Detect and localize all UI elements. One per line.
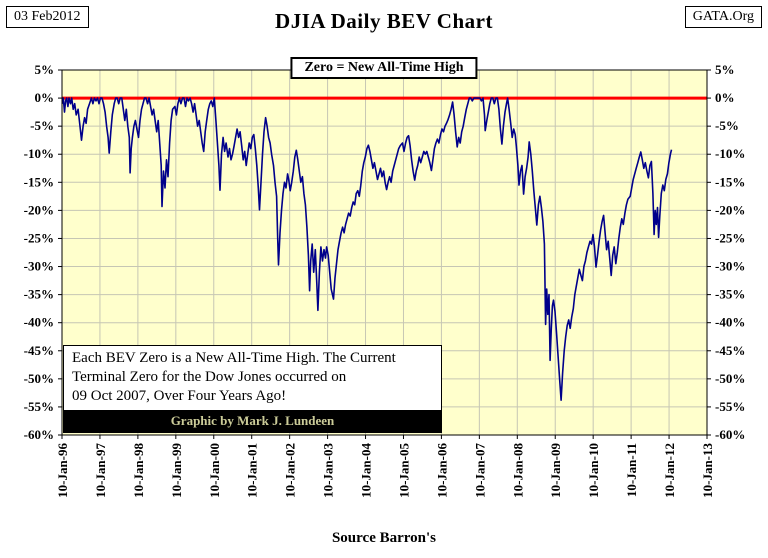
- x-axis-tick-label: 10-Jan-06: [434, 443, 449, 498]
- x-axis-tick-label: 10-Jan-01: [245, 443, 260, 498]
- x-axis-tick-label: 10-Jan-03: [321, 443, 336, 498]
- annotation-line: Terminal Zero for the Dow Jones occurred…: [72, 369, 347, 385]
- y-axis-tick-label: 5%: [715, 62, 735, 77]
- x-axis-tick-label: 10-Jan-00: [207, 443, 222, 498]
- y-axis-tick-label: -25%: [24, 230, 54, 245]
- bev-series-line: [61, 97, 673, 402]
- credit-bar: Graphic by Mark J. Lundeen: [64, 410, 441, 432]
- y-axis-tick-label: -55%: [715, 399, 745, 414]
- annotation-line: 09 Oct 2007, Over Four Years Ago!: [72, 388, 287, 404]
- y-axis-tick-label: -60%: [715, 427, 745, 442]
- x-axis-tick-label: 10-Jan-02: [283, 443, 298, 498]
- x-axis-tick-label: 10-Jan-05: [396, 443, 411, 498]
- y-axis-tick-label: -60%: [24, 427, 54, 442]
- source-label: Source Barron's: [331, 530, 437, 546]
- y-axis-tick-label: -50%: [715, 371, 745, 386]
- y-axis-tick-label: -30%: [24, 259, 54, 274]
- y-axis-tick-label: -5%: [715, 118, 739, 133]
- x-axis-tick-label: 10-Jan-97: [93, 443, 108, 498]
- y-axis-tick-label: -15%: [24, 174, 54, 189]
- y-axis-tick-label: -15%: [715, 174, 745, 189]
- y-axis-tick-label: 0%: [715, 90, 735, 105]
- zero-callout: Zero = New All-Time High: [290, 57, 478, 79]
- annotation-text: Each BEV Zero is a New All-Time High. Th…: [64, 346, 441, 410]
- y-axis-tick-label: -10%: [715, 146, 745, 161]
- y-axis-tick-label: -10%: [24, 146, 54, 161]
- y-axis-tick-label: -45%: [24, 343, 54, 358]
- date-stamp: 03 Feb2012: [6, 6, 89, 28]
- page-title: DJIA Daily BEV Chart: [275, 9, 493, 33]
- y-axis-tick-label: 0%: [35, 90, 55, 105]
- x-axis-tick-label: 10-Jan-96: [55, 443, 70, 498]
- y-axis-tick-label: -20%: [715, 202, 745, 217]
- x-axis-tick-label: 10-Jan-04: [359, 443, 374, 498]
- x-axis-tick-label: 10-Jan-07: [472, 443, 487, 498]
- y-axis-tick-label: -50%: [24, 371, 54, 386]
- x-axis-tick-label: 10-Jan-09: [548, 443, 563, 498]
- x-axis-tick-label: 10-Jan-11: [624, 443, 639, 497]
- x-axis-tick-label: 10-Jan-13: [700, 443, 715, 498]
- y-axis-tick-label: -40%: [715, 315, 745, 330]
- axis-labels-layer: 5% 5% 0% 0% -5% -5% -10% -10% -15% -15% -20% -20% -2…: [24, 62, 746, 498]
- y-axis-tick-label: -40%: [24, 315, 54, 330]
- x-axis-tick-label: 10-Jan-08: [510, 443, 525, 498]
- y-axis-tick-label: -5%: [30, 118, 54, 133]
- y-axis-tick-label: -35%: [715, 287, 745, 302]
- y-axis-tick-label: -55%: [24, 399, 54, 414]
- annotation-box: Each BEV Zero is a New All-Time High. Th…: [63, 345, 442, 433]
- y-axis-tick-label: -30%: [715, 259, 745, 274]
- x-axis-tick-label: 10-Jan-99: [169, 443, 184, 498]
- y-axis-tick-label: -45%: [715, 343, 745, 358]
- x-axis-tick-label: 10-Jan-10: [586, 443, 601, 498]
- annotation-line: Each BEV Zero is a New All-Time High. Th…: [72, 350, 396, 366]
- brand-badge: GATA.Org: [684, 6, 762, 28]
- y-axis-tick-label: -35%: [24, 287, 54, 302]
- x-axis-tick-label: 10-Jan-98: [131, 443, 146, 498]
- x-axis-tick-label: 10-Jan-12: [662, 443, 677, 498]
- y-axis-tick-label: -20%: [24, 202, 54, 217]
- y-axis-tick-label: -25%: [715, 230, 745, 245]
- y-axis-tick-label: 5%: [35, 62, 55, 77]
